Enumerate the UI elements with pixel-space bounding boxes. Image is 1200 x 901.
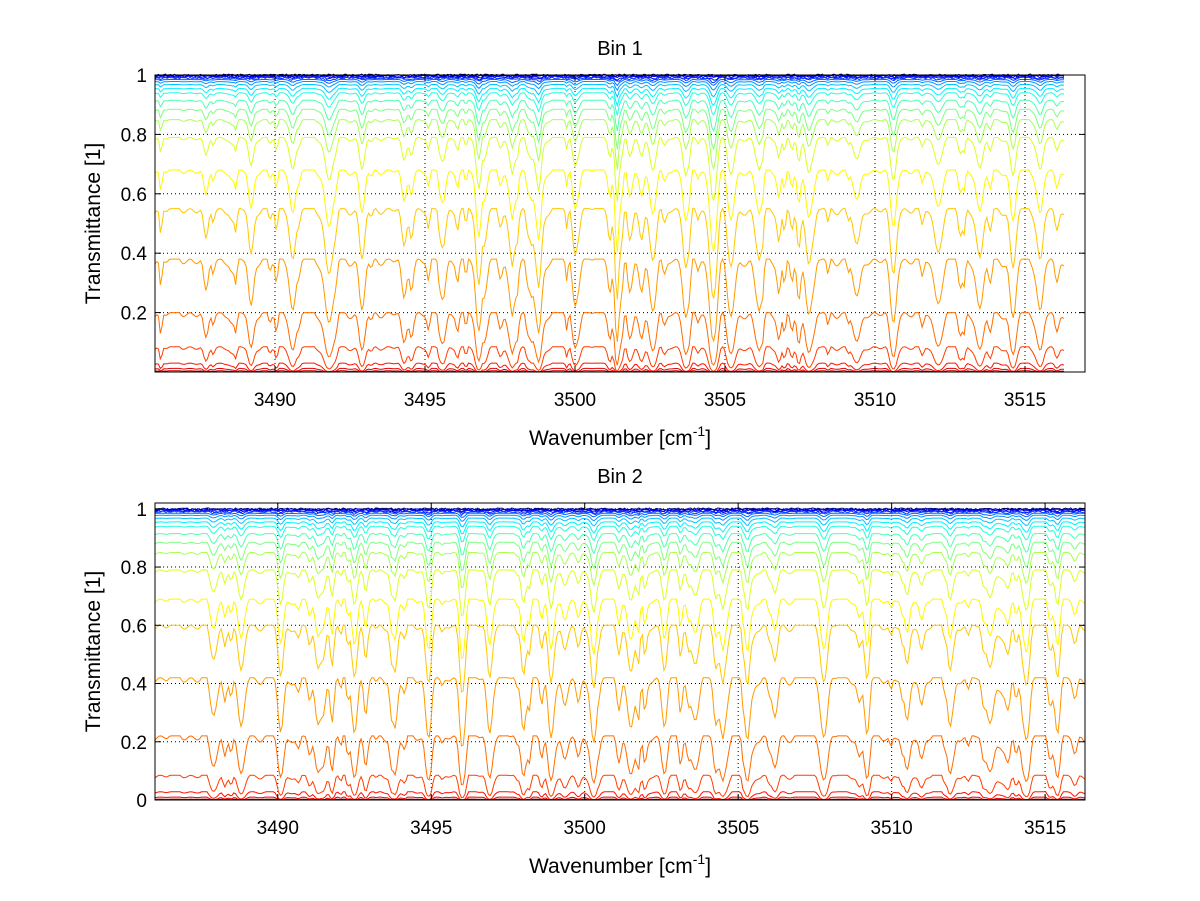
spectrum-line-4 [154,509,1086,514]
x-tick-label: 3515 [1024,818,1066,839]
y-tick-label: 0.8 [121,125,147,146]
spectrum-line-6 [155,78,1064,87]
spectrum-line-6 [154,512,1086,518]
y-tick-label: 0.8 [121,558,147,579]
y-axis-label: Transmittance [1] [82,143,105,304]
bin-1-panel: Bin 1 3490 3495 3500 3505 3510 3515 0.2 0.4 0.6 0… [82,38,1086,450]
axes-frame [154,502,1086,801]
spectrum-line-13 [154,551,1086,589]
x-axis-label: Wavenumber [cm-1] [529,851,711,878]
spectrum-line-5 [154,510,1086,517]
spectrum-line-17 [154,677,1086,747]
spectrum-line-14 [154,569,1086,617]
spectrum-line-13 [154,118,1065,171]
x-tick-label: 3505 [717,818,759,839]
spectrum-line-17 [154,257,1065,343]
spectrum-line-10 [154,525,1086,543]
x-tick-label: 3500 [554,390,596,411]
spectrum-line-15 [154,598,1086,660]
spectrum-line-16 [154,207,1065,300]
grid-layer [155,75,1085,372]
spectrum-line-16 [154,624,1086,693]
x-tick-label: 3500 [564,818,606,839]
y-tick-label: 0.4 [121,244,148,265]
spectrum-line-8 [154,83,1065,99]
axes-frame [154,74,1086,373]
spectrum-line-11 [154,533,1086,556]
spectrum-line-19 [154,345,1065,372]
spectrum-line-12 [154,541,1086,571]
x-tick-label: 3510 [854,390,896,411]
spectrum-line-4 [154,75,1065,81]
bin-2-panel: Bin 2 3490 3495 3500 3505 3510 3515 0 0.2 0.4 0.6… [82,466,1086,878]
x-tick-label: 3495 [410,818,452,839]
tick-layer: 3490 3495 3500 3505 3510 3515 0 0.2 0.4 0.6 0.8 1 [121,500,1085,839]
y-tick-label: 0 [136,791,147,812]
y-tick-label: 0.2 [121,304,147,325]
spectrum-line-20 [154,791,1086,801]
y-tick-label: 0.6 [121,616,147,637]
spectrum-line-8 [154,517,1086,528]
spectrum-line-19 [154,774,1086,799]
spectrum-line-18 [154,735,1086,786]
y-tick-label: 0.6 [121,185,147,206]
spectrum-line-18 [154,311,1065,366]
y-tick-label: 0.2 [121,733,147,754]
spectrum-line-20 [154,362,1065,373]
y-axis-label: Transmittance [1] [82,571,105,732]
series-layer [154,73,1065,373]
spectrum-line-11 [154,99,1065,132]
spectrum-line-12 [154,108,1065,151]
spectrum-line-9 [154,521,1086,535]
panel-title: Bin 1 [597,38,643,60]
x-tick-label: 3490 [257,818,299,839]
x-tick-label: 3505 [704,390,746,411]
x-tick-label: 3495 [404,390,446,411]
panel-title: Bin 2 [597,466,643,488]
spectrum-line-15 [154,168,1065,253]
spectrum-line-5 [154,76,1065,84]
x-tick-label: 3490 [254,390,296,411]
spectrum-line-14 [154,136,1065,202]
x-tick-label: 3510 [870,818,912,839]
x-axis-label: Wavenumber [cm-1] [529,423,711,450]
y-tick-label: 1 [136,500,147,521]
spectrum-line-2 [154,507,1086,512]
spectrum-line-7 [154,80,1065,92]
spectrum-line-7 [154,514,1086,522]
series-layer [154,507,1086,801]
spectrum-line-3 [154,74,1065,79]
spectrum-line-9 [154,87,1065,108]
y-tick-label: 1 [136,66,147,87]
tick-layer: 3490 3495 3500 3505 3510 3515 0.2 0.4 0.6 0.8 1 [121,66,1085,411]
spectrum-line-10 [154,92,1065,116]
y-tick-label: 0.4 [121,675,148,696]
x-tick-label: 3515 [1004,390,1046,411]
